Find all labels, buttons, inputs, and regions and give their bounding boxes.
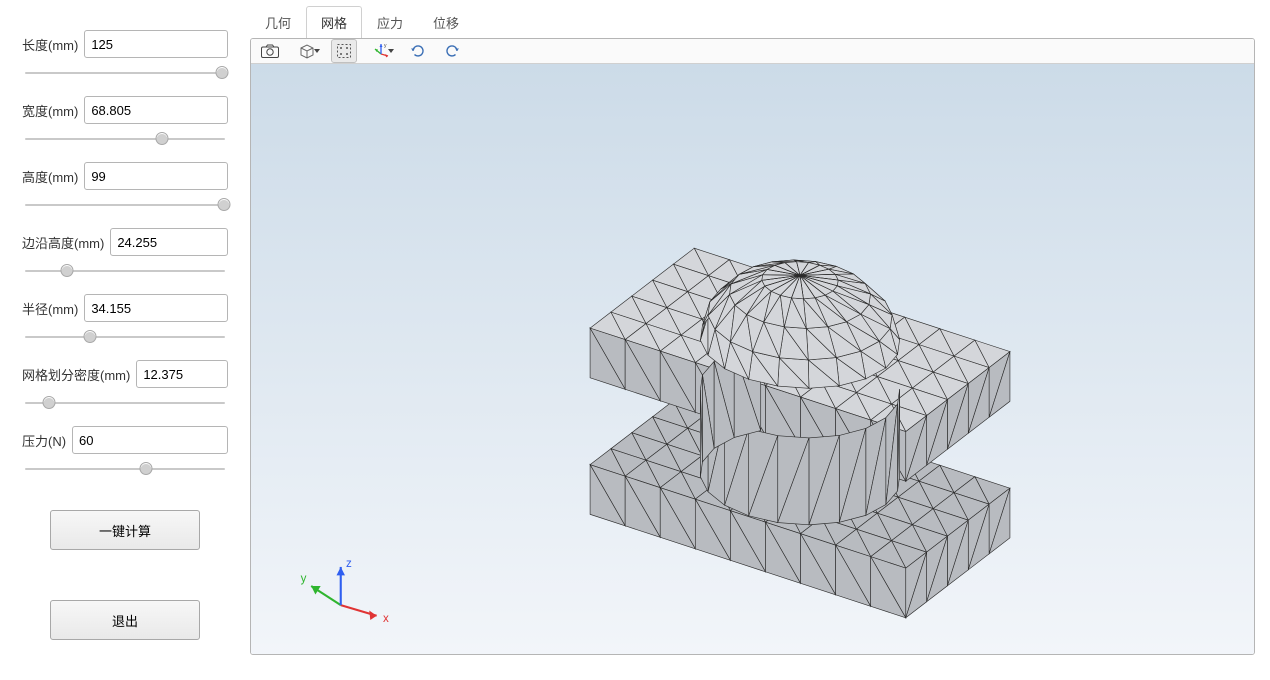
param-label: 网格划分密度(mm) [22, 365, 130, 384]
sidebar: 长度(mm) 宽度(mm) 高度(mm) [0, 0, 250, 680]
param-label: 压力(N) [22, 431, 66, 450]
refresh-ccw-icon[interactable] [439, 39, 465, 63]
pressure-slider[interactable] [22, 462, 228, 476]
tab-displacement[interactable]: 位移 [418, 6, 474, 38]
param-label: 长度(mm) [22, 35, 78, 54]
tabs: 几何 网格 应力 位移 [250, 6, 1255, 38]
pressure-input[interactable] [72, 426, 228, 454]
refresh-cw-icon[interactable] [405, 39, 431, 63]
param-pressure: 压力(N) [22, 426, 228, 476]
tab-mesh[interactable]: 网格 [306, 6, 362, 38]
edge-height-input[interactable] [110, 228, 228, 256]
mesh-density-input[interactable] [136, 360, 228, 388]
param-width: 宽度(mm) [22, 96, 228, 146]
param-mesh-density: 网格划分密度(mm) [22, 360, 228, 410]
radius-input[interactable] [84, 294, 228, 322]
mesh-density-slider[interactable] [22, 396, 228, 410]
toolbar: y [251, 39, 1254, 64]
param-label: 宽度(mm) [22, 101, 78, 120]
param-label: 半径(mm) [22, 299, 78, 318]
width-slider[interactable] [22, 132, 228, 146]
compute-button[interactable]: 一键计算 [50, 510, 200, 550]
param-label: 边沿高度(mm) [22, 233, 104, 252]
length-input[interactable] [84, 30, 228, 58]
fit-icon[interactable] [331, 39, 357, 63]
tab-geometry[interactable]: 几何 [250, 6, 306, 38]
chevron-down-icon [314, 49, 320, 53]
height-slider[interactable] [22, 198, 228, 212]
length-slider[interactable] [22, 66, 228, 80]
chevron-down-icon [388, 49, 394, 53]
svg-text:z: z [346, 557, 352, 570]
viewport-3d[interactable]: x y z [251, 64, 1254, 655]
tab-stress[interactable]: 应力 [362, 6, 418, 38]
svg-text:x: x [383, 612, 389, 625]
exit-button[interactable]: 退出 [50, 600, 200, 640]
cube-icon[interactable] [291, 39, 323, 63]
radius-slider[interactable] [22, 330, 228, 344]
edge-height-slider[interactable] [22, 264, 228, 278]
main-panel: 几何 网格 应力 位移 [250, 0, 1270, 680]
param-height: 高度(mm) [22, 162, 228, 212]
svg-text:y: y [301, 572, 307, 585]
param-label: 高度(mm) [22, 167, 78, 186]
height-input[interactable] [84, 162, 228, 190]
width-input[interactable] [84, 96, 228, 124]
param-radius: 半径(mm) [22, 294, 228, 344]
svg-text:y: y [384, 43, 387, 49]
param-edge-height: 边沿高度(mm) [22, 228, 228, 278]
param-length: 长度(mm) [22, 30, 228, 80]
camera-icon[interactable] [257, 39, 283, 63]
axis-xyz-icon[interactable]: y [365, 39, 397, 63]
view-container: y [250, 38, 1255, 655]
